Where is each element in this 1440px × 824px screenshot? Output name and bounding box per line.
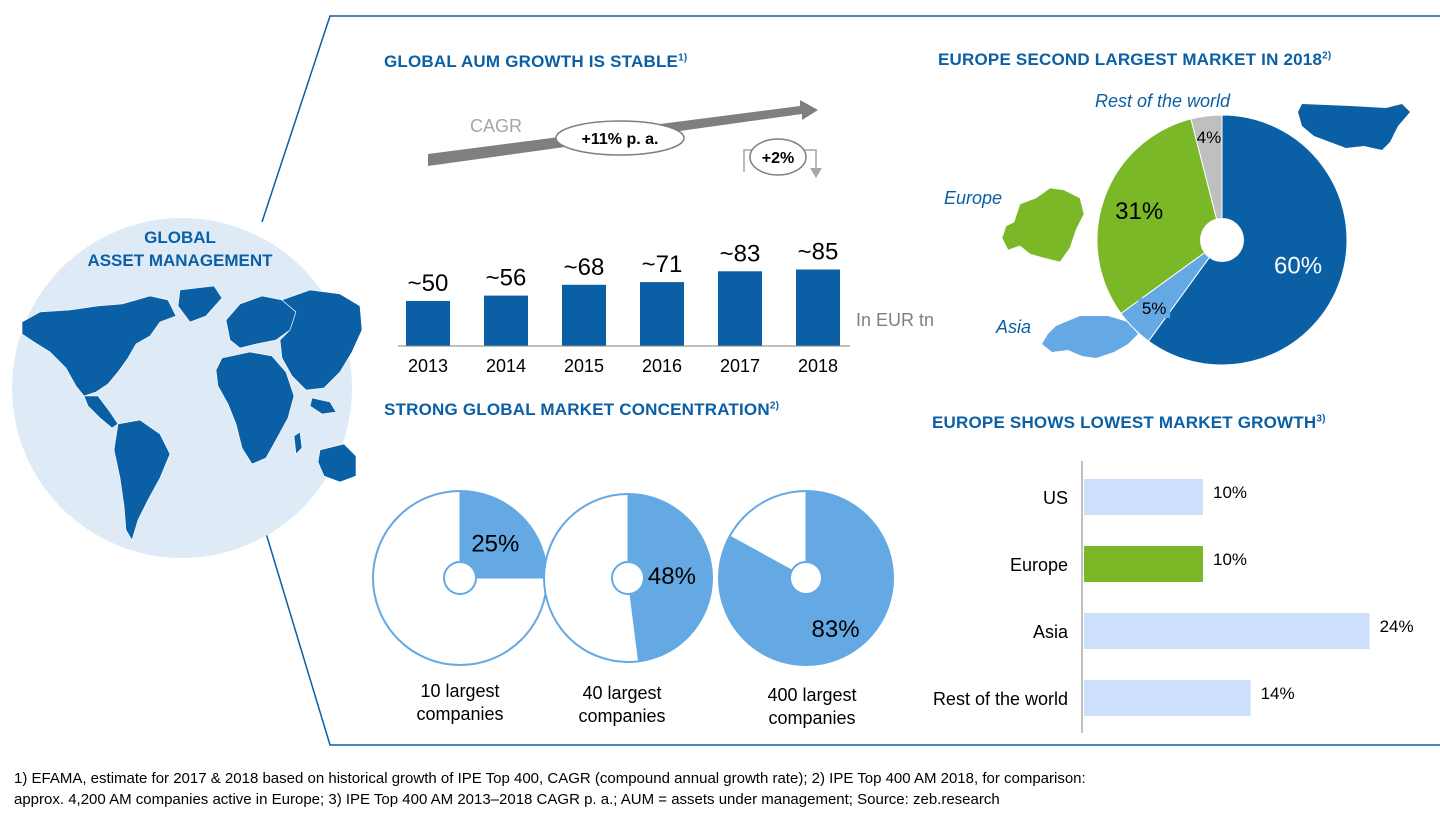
europe-pie-label: 4%: [1197, 128, 1222, 147]
aum-data-label: ~56: [486, 265, 527, 292]
aum-bar-chart: CAGR +11% p. a. +2% ~50 2013 ~56 2014 ~68 201…: [398, 100, 934, 376]
conc-caption-10-line2: companies: [416, 704, 504, 724]
aum-bar-2017: [718, 271, 762, 346]
conc-pie-hole: [789, 561, 823, 595]
europe-pie-label: 31%: [1115, 198, 1163, 225]
europe-share-pie: 60% 5% 31% 4%: [1001, 104, 1410, 366]
region-label-asia: Asia: [996, 317, 1032, 337]
growth-category-label: Europe: [1010, 555, 1068, 575]
footnote: 1) EFAMA, estimate for 2017 & 2018 based…: [14, 768, 1424, 810]
growth-data-label: 24%: [1380, 617, 1414, 636]
aum-data-label: ~68: [564, 254, 605, 281]
conc-caption-10-line1: 10 largest: [420, 681, 500, 701]
concentration-pies: 25% 48% 83%: [372, 490, 894, 666]
aum-title: GLOBAL AUM GROWTH IS STABLE1): [384, 52, 687, 72]
growth-title-note: 3): [1316, 413, 1326, 425]
region-label-rest: Rest of the world: [1095, 91, 1231, 111]
europe-pie-label-box: [1138, 297, 1171, 318]
cagr-badge: [555, 120, 685, 156]
aum-tick-label: 2015: [564, 356, 604, 376]
aum-title-text: GLOBAL AUM GROWTH IS STABLE: [384, 52, 679, 71]
growth-badge: [749, 138, 807, 176]
concentration-title: STRONG GLOBAL MARKET CONCENTRATION2): [384, 400, 779, 420]
europe-pie-label: 60%: [1274, 252, 1322, 279]
aum-tick-label: 2014: [486, 356, 526, 376]
growth-category-label: Asia: [1033, 622, 1069, 642]
growth-data-label: 10%: [1213, 483, 1247, 502]
aum-bar-2013: [406, 301, 450, 346]
aum-data-label: ~83: [720, 240, 761, 267]
europe-pie-slice: [1096, 118, 1223, 315]
usa-map-icon: [1298, 104, 1410, 150]
growth-badge-value: +2%: [762, 150, 794, 167]
concentration-title-note: 2): [769, 400, 780, 412]
growth-bracket-arrow: [810, 168, 822, 178]
conc-pie-label: 48%: [648, 563, 696, 590]
growth-bar: [1084, 479, 1203, 515]
cagr-label: CAGR: [470, 116, 522, 136]
europe-pie-slice: [1190, 114, 1223, 241]
aum-unit-label: In EUR tn: [856, 310, 934, 330]
conc-pie-label: 25%: [471, 531, 519, 558]
growth-data-label: 14%: [1261, 684, 1295, 703]
growth-title-text: EUROPE SHOWS LOWEST MARKET GROWTH: [932, 413, 1317, 432]
aum-bar-2015: [562, 284, 606, 346]
europe-pie-slice: [1147, 114, 1348, 366]
conc-pie-slice: [627, 493, 713, 662]
aum-tick-label: 2017: [720, 356, 760, 376]
aum-bar-2018: [796, 269, 840, 346]
concentration-title-text: STRONG GLOBAL MARKET CONCENTRATION: [384, 400, 770, 419]
conc-pie-hole: [611, 561, 645, 595]
footnote-line2: approx. 4,200 AM companies active in Eur…: [14, 791, 1000, 808]
conc-caption-400: 400 largest companies: [722, 684, 902, 730]
europe-map-icon: [1001, 187, 1085, 263]
aum-data-label: ~71: [642, 251, 683, 278]
aum-tick-label: 2016: [642, 356, 682, 376]
conc-pie-label: 83%: [812, 616, 860, 643]
conc-caption-40-line1: 40 largest: [582, 683, 662, 703]
growth-data-label: 10%: [1213, 550, 1247, 569]
aum-bar-2014: [484, 295, 528, 346]
conc-caption-40-line2: companies: [578, 706, 666, 726]
europe-share-title-note: 2): [1322, 50, 1332, 62]
growth-category-label: Rest of the world: [933, 689, 1068, 709]
conc-caption-400-line1: 400 largest: [767, 685, 857, 705]
europe-pie-label: 5%: [1142, 299, 1167, 318]
growth-bar: [1084, 613, 1370, 649]
world-map-icon: [21, 285, 363, 541]
growth-title: EUROPE SHOWS LOWEST MARKET GROWTH3): [932, 413, 1326, 433]
conc-caption-40: 40 largest companies: [532, 682, 712, 728]
aum-bar-2016: [640, 282, 684, 346]
growth-bar: [1084, 546, 1203, 582]
globe-title-line2: ASSET MANAGEMENT: [87, 251, 273, 270]
footnote-line1: 1) EFAMA, estimate for 2017 & 2018 based…: [14, 770, 1086, 787]
europe-share-title-text: EUROPE SECOND LARGEST MARKET IN 2018: [938, 50, 1323, 69]
growth-category-label: US: [1043, 488, 1068, 508]
europe-share-title: EUROPE SECOND LARGEST MARKET IN 20182): [938, 50, 1331, 70]
globe-title: GLOBAL ASSET MANAGEMENT: [60, 226, 300, 272]
cagr-value: +11% p. a.: [582, 131, 659, 148]
conc-caption-400-line2: companies: [768, 708, 856, 728]
europe-pie-hole: [1200, 218, 1244, 262]
globe: [12, 218, 363, 558]
aum-data-label: ~85: [798, 239, 839, 266]
conc-pie-hole: [443, 561, 477, 595]
aum-tick-label: 2013: [408, 356, 448, 376]
conc-caption-10: 10 largest companies: [370, 680, 550, 726]
aum-tick-label: 2018: [798, 356, 838, 376]
growth-bar: [1084, 680, 1251, 716]
aum-title-note: 1): [678, 52, 688, 64]
aum-data-label: ~50: [408, 270, 449, 297]
globe-title-line1: GLOBAL: [144, 228, 216, 247]
market-growth-bar-chart: US 10% Europe 10% Asia 24% Rest of the world 14…: [933, 461, 1414, 733]
region-label-europe: Europe: [944, 188, 1003, 208]
asia-map-icon: [1042, 316, 1138, 358]
